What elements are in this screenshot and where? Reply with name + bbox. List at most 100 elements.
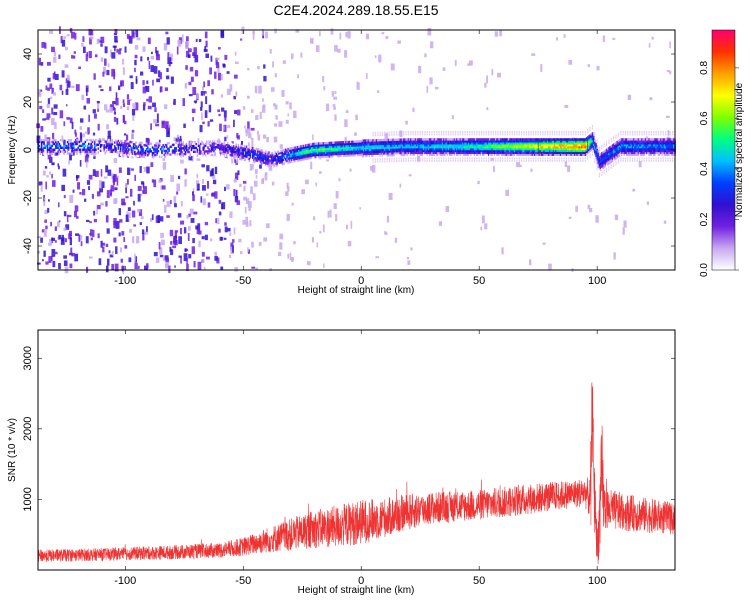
spectrogram-cell: [117, 147, 120, 150]
spectrogram-cell: [275, 152, 278, 156]
spectrogram-cell: [374, 55, 377, 59]
spectrogram-cell: [356, 81, 359, 90]
spectrogram-cell: [195, 142, 197, 146]
spectrogram-cell: [512, 145, 515, 149]
spectrogram-cell: [257, 157, 260, 161]
spectrogram-cell: [372, 158, 374, 161]
spectrogram-cell: [214, 148, 216, 151]
spectrogram-cell: [485, 149, 488, 153]
spectrogram-cell: [323, 145, 326, 149]
spectrogram-cell: [45, 225, 48, 230]
spectrogram-cell: [568, 149, 570, 153]
spectrogram-cell: [182, 141, 184, 144]
spectrogram-cell: [663, 147, 666, 151]
spectrogram-cell: [165, 143, 168, 147]
spectrogram-cell: [631, 147, 634, 151]
spectrogram-cell: [417, 153, 419, 156]
spectrogram-cell: [373, 146, 376, 150]
spectrogram-cell: [243, 145, 246, 148]
spectrogram-cell: [591, 141, 594, 145]
spectrogram-cell: [105, 201, 108, 207]
spectrogram-cell: [419, 147, 422, 151]
spectrogram-cell: [673, 149, 675, 153]
spectrogram-cell: [45, 144, 48, 148]
spectrogram-cell: [609, 159, 612, 162]
spectrogram-cell: [272, 155, 274, 159]
spectrogram-cell: [487, 151, 490, 155]
spectrogram-cell: [635, 145, 637, 149]
spectrogram-cell: [587, 136, 589, 139]
spectrogram-cell: [362, 145, 365, 148]
spectrogram-cell: [604, 164, 607, 168]
spectrogram-cell: [662, 151, 665, 155]
spectrogram-cell: [644, 138, 647, 141]
spectrogram-cell: [82, 152, 84, 155]
spectrogram-cell: [446, 144, 449, 147]
spectrogram-cell: [605, 150, 608, 153]
spectrogram-cell: [483, 142, 485, 145]
spectrogram-cell: [405, 159, 407, 162]
spectrogram-cell: [436, 140, 438, 143]
spectrogram-cell: [377, 131, 379, 134]
spectrogram-cell: [72, 144, 75, 148]
spectrogram-cell: [98, 85, 102, 88]
spectrogram-cell: [587, 151, 589, 154]
spectrogram-cell: [342, 141, 345, 144]
spectrogram-cell: [126, 34, 130, 39]
spectrogram-cell: [230, 154, 233, 157]
spectrogram-cell: [614, 142, 616, 145]
spectrogram-cell: [384, 150, 386, 153]
spectrogram-cell: [75, 150, 77, 153]
spectrogram-cell: [89, 150, 91, 153]
spectrogram-cell: [612, 147, 615, 150]
spectrogram-cell: [506, 151, 509, 155]
spectrogram-cell: [494, 144, 497, 147]
spectrogram-cell: [91, 150, 94, 153]
spectrogram-cell: [583, 138, 586, 141]
spectrogram-cell: [558, 151, 561, 155]
spectrogram-cell: [596, 158, 599, 161]
spectrogram-cell: [631, 149, 634, 153]
spectrogram-cell: [308, 155, 311, 158]
spectrogram-cell: [549, 147, 551, 151]
spectrogram-cell: [530, 151, 532, 155]
spectrogram-cell: [50, 255, 53, 262]
spectrogram-cell: [90, 150, 92, 153]
spectrogram-cell: [378, 146, 380, 150]
spectrogram-cell: [181, 147, 183, 150]
spectrogram-cell: [69, 252, 74, 256]
spectrogram-cell: [385, 35, 389, 40]
spectrogram-cell: [348, 150, 351, 153]
spectrogram-cell: [205, 150, 208, 153]
spectrogram-cell: [407, 131, 410, 133]
spectrogram-cell: [136, 154, 138, 158]
spectrogram-cell: [464, 144, 466, 147]
spectrogram-cell: [50, 221, 53, 227]
spectrogram-cell: [310, 156, 313, 159]
spectrogram-cell: [75, 140, 77, 144]
spectrogram-cell: [84, 155, 89, 163]
spectrogram-cell: [476, 142, 478, 145]
spectrogram-cell: [342, 146, 345, 150]
spectrogram-cell: [548, 145, 550, 149]
spectrogram-cell: [220, 150, 222, 153]
spectrogram-cell: [61, 135, 64, 143]
spectrogram-cell: [57, 163, 60, 167]
spectrogram-cell: [642, 140, 645, 143]
spectrogram-cell: [153, 252, 158, 257]
spectrogram-cell: [374, 146, 377, 150]
spectrogram-cell: [138, 209, 143, 217]
spectrogram-cell: [539, 145, 542, 149]
spectrogram-cell: [165, 149, 168, 153]
spectrogram-cell: [650, 140, 653, 143]
spectrogram-cell: [402, 149, 405, 153]
spectrogram-cell: [279, 233, 284, 240]
spectrogram-cell: [412, 151, 415, 155]
spectrogram-cell: [405, 145, 407, 149]
spectrogram-cell: [564, 138, 567, 141]
spectrogram-cell: [608, 152, 610, 156]
spectrogram-cell: [239, 150, 241, 153]
spectrogram-cell: [191, 155, 194, 162]
spectrogram-cell: [644, 145, 647, 149]
spectrogram-cell: [374, 160, 376, 163]
